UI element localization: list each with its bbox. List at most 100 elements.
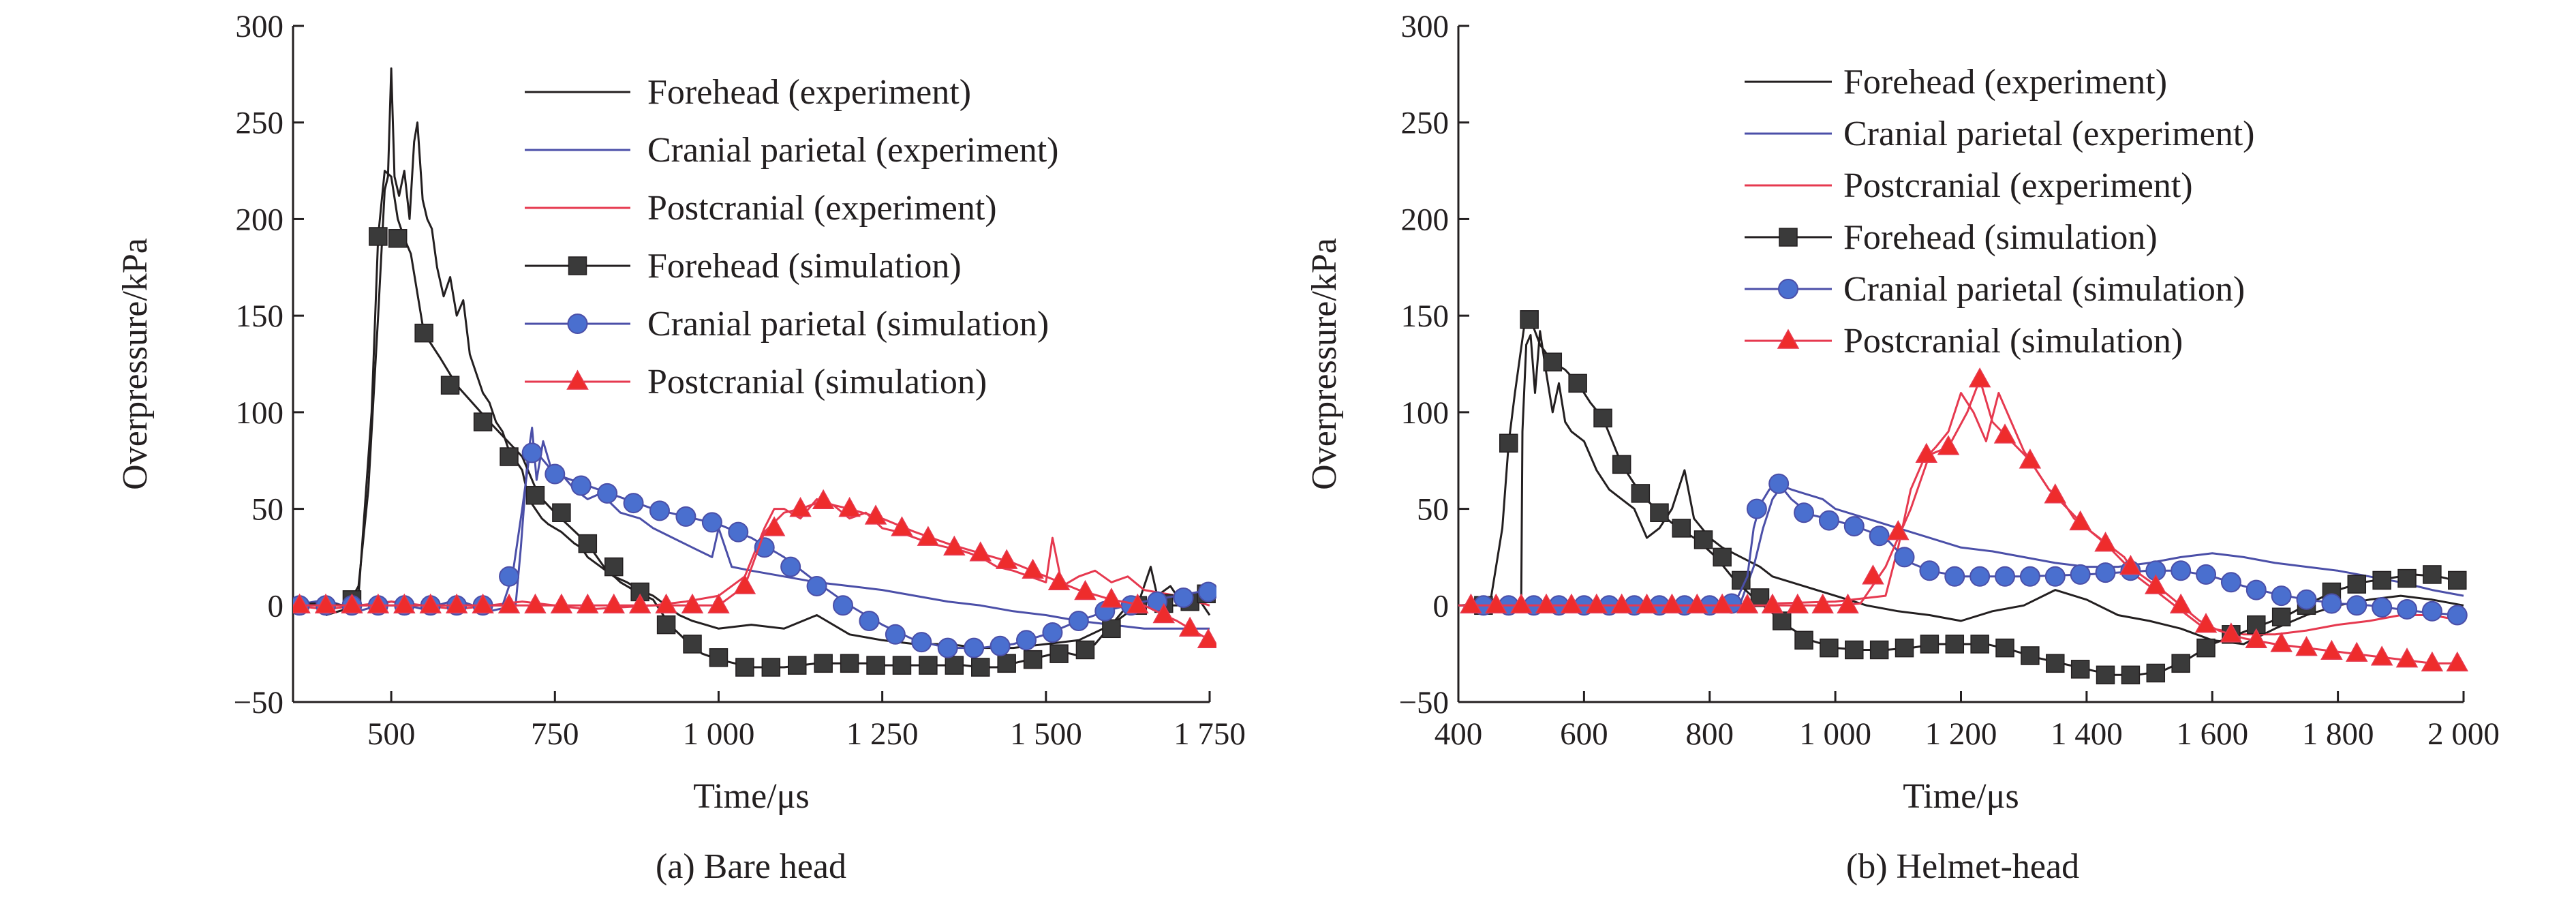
data-point-cranial-parietal-simulation [2245,579,2267,600]
legend: Forehead (experiment) Cranial parietal (e… [1745,63,2254,361]
legend: Forehead (experiment) Cranial parietal (e… [525,73,1058,401]
data-point-forehead-simulation [1895,638,1914,658]
x-tick-label: 800 [1686,716,1734,752]
data-point-cranial-parietal-simulation [2271,585,2292,607]
data-point-postcranial-simulation [1610,593,1633,614]
data-point-postcranial-simulation [2295,636,2318,656]
data-point-postcranial-simulation [1485,593,1507,614]
x-tick-label: 1 600 [2176,716,2248,752]
data-point-cranial-parietal-simulation [701,512,722,533]
data-point-postcranial-simulation [2194,613,2218,633]
data-point-postcranial-simulation [445,593,468,614]
data-point-cranial-parietal-simulation [623,493,644,514]
data-point-postcranial-simulation [1661,593,1683,614]
data-point-postcranial-simulation [943,535,966,556]
legend-label: Postcranial (simulation) [647,363,987,401]
data-point-forehead-simulation [369,227,388,246]
data-point-postcranial-simulation [2119,555,2142,575]
data-point-postcranial-simulation [2220,622,2243,643]
data-point-cranial-parietal-simulation [649,500,670,521]
data-point-cranial-parietal-simulation [990,635,1011,656]
data-point-forehead-simulation [840,654,859,673]
data-point-postcranial-simulation [2270,632,2293,652]
data-point-postcranial-simulation [733,574,756,594]
data-point-forehead-simulation [552,503,571,522]
data-point-cranial-parietal-simulation [2372,597,2393,618]
data-point-postcranial-simulation [1126,593,1149,614]
data-point-forehead-simulation [1650,503,1669,522]
y-tick-label: 200 [1401,202,1450,237]
y-tick-label: 100 [236,395,284,431]
y-axis-title: Overpressure/kPa [116,238,155,490]
data-point-postcranial-simulation [1509,593,1533,614]
data-point-forehead-simulation [2046,654,2065,673]
data-point-postcranial-simulation [1047,570,1071,591]
data-point-forehead-simulation [500,447,519,466]
data-point-forehead-simulation [2372,570,2391,590]
data-point-forehead-simulation [2070,660,2090,679]
data-point-cranial-parietal-simulation [1768,473,1790,494]
data-point-postcranial-simulation [1178,616,1201,637]
data-point-forehead-simulation [971,658,990,677]
data-point-cranial-parietal-simulation [2095,562,2116,583]
data-point-forehead-simulation [866,656,885,675]
data-point-forehead-simulation [2397,568,2417,588]
data-point-cranial-parietal-simulation [833,595,853,616]
data-point-postcranial-simulation [524,593,547,614]
data-point-forehead-simulation [1672,519,1691,538]
data-point-postcranial-simulation [419,593,442,614]
data-point-postcranial-simulation [314,593,337,614]
data-point-forehead-simulation [814,654,833,673]
data-point-forehead-simulation [1612,455,1631,474]
data-point-cranial-parietal-simulation [1944,566,1965,587]
data-point-cranial-parietal-simulation [1919,560,1940,581]
x-tick-label: 1 200 [1925,716,1997,752]
x-tick-label: 1 800 [2302,716,2374,752]
data-point-postcranial-simulation [577,593,599,614]
data-point-cranial-parietal-simulation [2421,600,2442,622]
data-point-postcranial-simulation [681,593,704,614]
data-point-forehead-simulation [2271,607,2291,627]
data-point-postcranial-simulation [995,549,1018,569]
y-tick-label: 300 [236,9,284,44]
legend-marker [567,314,588,334]
data-point-postcranial-simulation [602,593,626,614]
data-point-cranial-parietal-simulation [937,637,958,658]
x-tick-label: 750 [531,716,579,752]
data-point-postcranial-simulation [1786,593,1809,614]
data-point-postcranial-simulation [1100,588,1123,608]
x-tick-label: 500 [367,716,416,752]
data-point-forehead-simulation [1920,635,1939,654]
data-point-cranial-parietal-simulation [1794,502,1815,523]
data-point-postcranial-simulation [2145,574,2167,594]
data-point-cranial-parietal-simulation [2296,589,2317,610]
data-point-forehead-simulation [1869,640,1889,660]
y-tick-label: 50 [1417,492,1449,528]
data-point-forehead-simulation [997,654,1016,673]
y-tick-label: 150 [1401,299,1450,334]
data-point-postcranial-simulation [1535,593,1558,614]
data-point-cranial-parietal-simulation [2019,566,2040,587]
data-point-forehead-simulation [2423,565,2442,584]
data-point-forehead-simulation [578,534,598,553]
y-tick-label: 250 [1401,106,1450,141]
y-tick-label: 300 [1401,9,1450,44]
y-tick-label: 250 [236,106,284,141]
data-point-postcranial-simulation [497,593,521,614]
data-point-cranial-parietal-simulation [1746,498,1767,519]
data-point-postcranial-simulation [864,504,887,525]
chart-caption: (b) Helmet-head [1846,847,2079,886]
data-point-forehead-simulation [1520,310,1539,329]
data-point-postcranial-simulation [1915,442,1938,463]
data-point-forehead-simulation [945,656,964,675]
chart-caption: (a) Bare head [656,847,846,886]
plot-area [1458,310,2469,685]
y-tick-label: 0 [1433,588,1450,624]
data-point-forehead-simulation [1593,408,1612,428]
data-point-forehead-simulation [1693,530,1713,549]
data-point-postcranial-simulation [2169,593,2192,614]
data-point-forehead-simulation [709,648,729,667]
data-point-postcranial-simulation [655,593,677,614]
data-point-forehead-simulation [2146,663,2166,683]
data-point-cranial-parietal-simulation [570,475,592,496]
